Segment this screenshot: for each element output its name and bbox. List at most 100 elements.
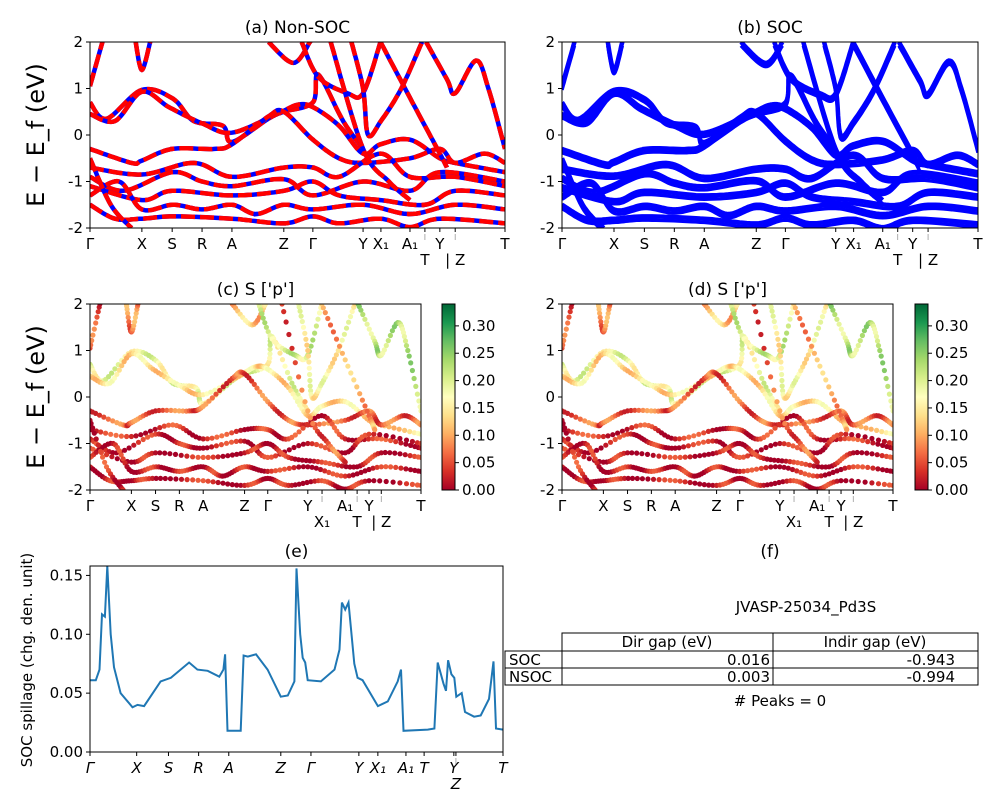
projected-point <box>844 427 850 433</box>
projected-point <box>292 360 298 366</box>
projected-point <box>797 315 803 322</box>
projected-point <box>387 450 393 456</box>
x-tick-label: R <box>193 759 203 777</box>
projected-point <box>330 360 336 366</box>
projected-point <box>672 454 678 460</box>
projected-point <box>96 412 103 418</box>
projected-point <box>383 464 389 470</box>
projected-point <box>751 357 758 363</box>
x-tick-label: X₁ <box>373 235 389 253</box>
projected-point <box>624 426 630 432</box>
projected-point <box>774 330 780 336</box>
y-tick-label: 2 <box>73 295 83 313</box>
projected-point <box>215 479 221 486</box>
projected-point <box>131 323 137 329</box>
projected-point <box>223 440 230 446</box>
projected-point <box>793 421 799 427</box>
projected-point <box>701 482 707 488</box>
axes-frame <box>89 565 504 753</box>
projected-point <box>283 319 289 325</box>
projected-point <box>407 453 413 459</box>
projected-point <box>190 477 196 483</box>
projected-point <box>672 478 678 484</box>
band-line-nonsoc <box>90 178 505 217</box>
projected-point <box>339 463 345 469</box>
projected-point <box>265 329 271 335</box>
band-line-soc <box>562 89 978 175</box>
projected-point <box>204 436 210 442</box>
projected-point <box>875 437 882 443</box>
projected-point <box>569 448 576 454</box>
projected-point <box>309 464 315 470</box>
colorbar <box>441 303 456 491</box>
projected-point <box>731 311 737 317</box>
projected-point <box>687 479 693 486</box>
projected-point <box>251 381 257 387</box>
projected-point <box>267 346 273 352</box>
projected-point <box>682 454 688 460</box>
projected-point <box>777 347 783 354</box>
x-tick-label: Γ <box>307 759 317 777</box>
panel-title: (c) S ['p'] <box>217 280 295 300</box>
projected-point <box>818 319 824 325</box>
projected-point <box>692 384 698 390</box>
projected-point <box>710 482 716 488</box>
projected-point <box>849 432 855 438</box>
projected-point <box>135 304 141 307</box>
projected-point <box>846 436 852 442</box>
projected-point <box>90 425 96 431</box>
projected-point <box>378 436 384 442</box>
projected-point <box>120 456 126 462</box>
projected-point <box>751 304 757 307</box>
projected-point <box>710 427 716 433</box>
projected-point <box>732 315 738 321</box>
x-tick-label: X <box>598 497 608 515</box>
projected-point <box>297 308 303 314</box>
projected-point <box>870 440 876 446</box>
projected-point <box>758 331 764 338</box>
x-tick-label: Y <box>449 759 460 777</box>
x-tick-label: A₁ <box>875 235 891 253</box>
projected-point <box>802 360 808 366</box>
x-tick-label: A₁ <box>337 497 353 515</box>
projected-point <box>768 374 774 380</box>
projected-point <box>883 375 889 382</box>
projected-point <box>209 435 215 441</box>
projected-point <box>310 420 316 427</box>
projected-point <box>259 311 265 317</box>
projected-point <box>570 429 576 435</box>
projected-point <box>358 469 364 475</box>
projected-point <box>885 383 891 389</box>
table-cell: -0.994 <box>907 668 955 686</box>
projected-point <box>176 408 182 414</box>
projected-point <box>267 355 273 361</box>
projected-point <box>739 351 745 357</box>
projected-point <box>233 438 239 444</box>
band-ylabel-top: E − E_f (eV) <box>22 63 50 207</box>
projected-point <box>734 304 740 307</box>
projected-point <box>586 456 592 462</box>
x-tick-label: Y <box>835 497 846 515</box>
x-tick-label: Γ <box>781 235 790 253</box>
projected-point <box>805 336 812 342</box>
projected-point <box>826 384 832 390</box>
plot-area <box>90 304 421 490</box>
projected-point <box>156 407 162 414</box>
projected-point <box>212 387 218 393</box>
x-tick-label: S <box>640 235 650 253</box>
projected-point <box>855 436 861 443</box>
projected-point <box>93 320 99 326</box>
projected-point <box>820 370 826 376</box>
x-tick-label: A <box>227 235 238 253</box>
projected-point <box>284 369 291 376</box>
projected-point <box>292 395 298 401</box>
y-tick-label: -1 <box>68 435 83 453</box>
projected-point <box>392 450 398 456</box>
x-tick-label: S <box>623 497 633 515</box>
projected-point <box>838 431 844 437</box>
projected-point <box>598 319 604 325</box>
band-ylabel-mid: E − E_f (eV) <box>22 325 50 469</box>
projected-point <box>782 420 788 427</box>
panel-title: (d) S ['p'] <box>688 280 767 300</box>
